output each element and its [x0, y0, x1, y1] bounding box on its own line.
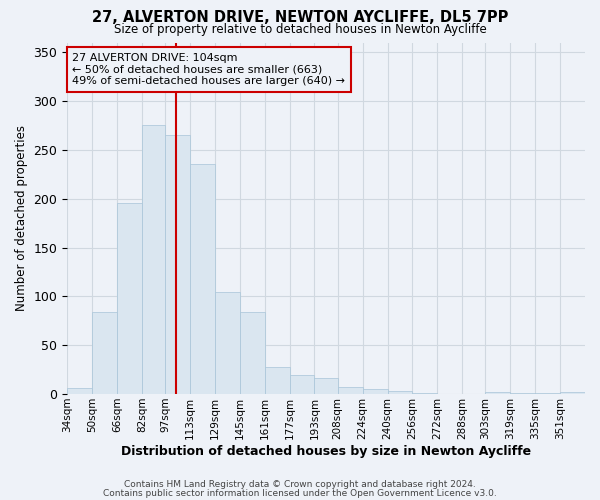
Text: 27, ALVERTON DRIVE, NEWTON AYCLIFFE, DL5 7PP: 27, ALVERTON DRIVE, NEWTON AYCLIFFE, DL5… — [92, 10, 508, 25]
Y-axis label: Number of detached properties: Number of detached properties — [15, 126, 28, 312]
Bar — [511, 393, 535, 394]
Bar — [362, 389, 388, 394]
Bar — [314, 378, 338, 394]
Bar — [215, 292, 240, 394]
Bar — [165, 136, 190, 394]
Bar — [535, 393, 560, 394]
Bar — [92, 312, 117, 394]
Text: Contains HM Land Registry data © Crown copyright and database right 2024.: Contains HM Land Registry data © Crown c… — [124, 480, 476, 489]
Text: Contains public sector information licensed under the Open Government Licence v3: Contains public sector information licen… — [103, 488, 497, 498]
Bar — [338, 387, 362, 394]
Text: 27 ALVERTON DRIVE: 104sqm
← 50% of detached houses are smaller (663)
49% of semi: 27 ALVERTON DRIVE: 104sqm ← 50% of detac… — [73, 53, 346, 86]
Bar — [290, 374, 314, 394]
Bar — [412, 393, 437, 394]
X-axis label: Distribution of detached houses by size in Newton Aycliffe: Distribution of detached houses by size … — [121, 444, 531, 458]
Bar — [190, 164, 215, 394]
Text: Size of property relative to detached houses in Newton Aycliffe: Size of property relative to detached ho… — [113, 22, 487, 36]
Bar — [265, 366, 290, 394]
Bar — [67, 388, 92, 394]
Bar — [485, 392, 511, 394]
Bar — [117, 202, 142, 394]
Bar — [388, 391, 412, 394]
Bar — [142, 124, 165, 394]
Bar — [560, 392, 585, 394]
Bar — [240, 312, 265, 394]
